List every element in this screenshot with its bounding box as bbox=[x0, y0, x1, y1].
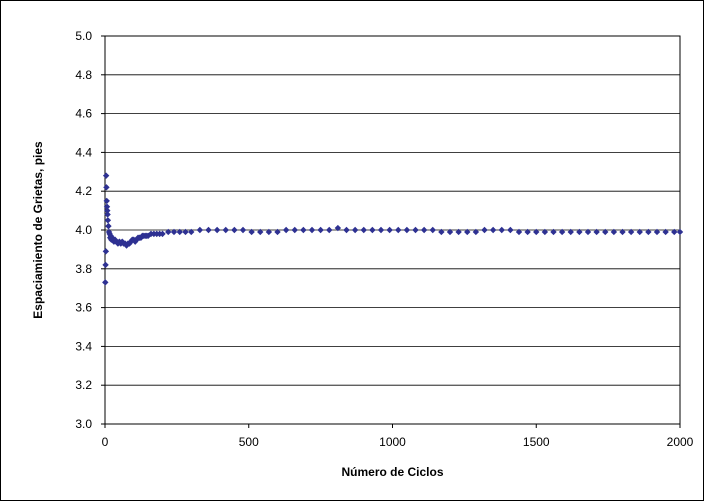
data-point bbox=[662, 228, 669, 236]
data-point bbox=[102, 261, 109, 269]
data-point bbox=[248, 228, 255, 236]
data-point bbox=[438, 228, 445, 236]
data-point bbox=[576, 228, 583, 236]
data-point bbox=[239, 226, 247, 234]
data-point bbox=[222, 226, 229, 234]
y-tick-label: 3.0 bbox=[75, 417, 92, 431]
y-tick-label: 4.2 bbox=[75, 184, 92, 198]
data-point bbox=[334, 224, 342, 232]
data-point bbox=[403, 226, 411, 234]
data-point bbox=[308, 226, 316, 234]
data-point bbox=[343, 226, 350, 234]
data-point bbox=[104, 207, 111, 214]
data-point bbox=[489, 226, 497, 234]
data-point bbox=[102, 279, 109, 286]
y-tick-label: 4.8 bbox=[75, 68, 92, 82]
y-tick-label: 4.4 bbox=[75, 145, 92, 159]
data-point bbox=[584, 228, 592, 236]
data-point bbox=[645, 228, 652, 236]
data-point bbox=[351, 226, 359, 234]
data-point bbox=[602, 228, 609, 236]
data-point bbox=[144, 232, 152, 240]
data-point bbox=[159, 230, 166, 238]
data-point bbox=[558, 228, 566, 236]
data-point bbox=[188, 228, 195, 236]
data-point bbox=[213, 226, 221, 234]
x-tick-label: 0 bbox=[102, 435, 109, 449]
data-point bbox=[231, 226, 238, 234]
data-point bbox=[619, 228, 626, 236]
data-point bbox=[196, 226, 204, 234]
y-tick-label: 3.6 bbox=[75, 301, 92, 315]
data-point bbox=[265, 228, 273, 236]
data-point bbox=[182, 228, 189, 236]
data-point bbox=[533, 228, 540, 236]
data-point bbox=[610, 228, 618, 236]
data-point bbox=[205, 226, 212, 234]
x-tick-label: 2000 bbox=[667, 435, 694, 449]
data-point bbox=[317, 226, 324, 234]
y-tick-label: 3.4 bbox=[75, 339, 92, 353]
y-tick-label: 3.2 bbox=[75, 378, 92, 392]
data-point bbox=[291, 226, 298, 234]
y-axis-ticks: 3.0 3.2 3.4 3.6 3.8 4.0 4.2 4.4 4.6 4.8 5.0 bbox=[75, 29, 105, 431]
data-point bbox=[420, 226, 428, 234]
data-point bbox=[274, 228, 281, 236]
y-tick-label: 4.0 bbox=[75, 223, 92, 237]
data-point bbox=[377, 226, 385, 234]
data-point bbox=[104, 211, 111, 218]
data-point bbox=[170, 228, 178, 236]
x-axis-ticks: 0 500 1000 1500 2000 bbox=[102, 424, 694, 449]
data-point bbox=[104, 217, 112, 224]
data-point bbox=[395, 226, 402, 234]
data-point bbox=[326, 226, 333, 234]
data-point bbox=[105, 222, 112, 230]
data-point bbox=[481, 226, 488, 234]
data-point bbox=[103, 203, 111, 210]
data-point bbox=[524, 228, 531, 236]
x-axis-title: Número de Ciclos bbox=[341, 465, 443, 479]
data-point bbox=[498, 226, 505, 234]
data-point bbox=[412, 226, 419, 234]
data-point bbox=[541, 228, 549, 236]
data-points bbox=[102, 172, 684, 286]
data-point bbox=[455, 228, 462, 236]
x-tick-label: 1000 bbox=[379, 435, 406, 449]
data-point bbox=[636, 228, 643, 236]
data-point bbox=[103, 197, 110, 205]
y-tick-label: 5.0 bbox=[75, 29, 92, 43]
data-point bbox=[386, 226, 393, 234]
x-tick-label: 500 bbox=[239, 435, 259, 449]
data-point bbox=[464, 228, 471, 236]
data-point bbox=[446, 228, 454, 236]
data-point bbox=[176, 228, 183, 236]
data-point bbox=[102, 248, 110, 255]
data-point bbox=[515, 228, 523, 236]
data-point bbox=[165, 228, 172, 236]
data-point bbox=[550, 228, 557, 236]
data-point bbox=[627, 228, 635, 236]
data-point bbox=[472, 228, 480, 236]
y-axis-title: Espaciamiento de Grietas, pies bbox=[31, 141, 45, 319]
data-point bbox=[102, 172, 110, 179]
data-point bbox=[676, 228, 684, 236]
data-point bbox=[671, 228, 678, 236]
data-point bbox=[653, 228, 661, 236]
data-point bbox=[300, 226, 307, 234]
y-tick-label: 3.8 bbox=[75, 262, 92, 276]
data-point bbox=[103, 184, 110, 191]
data-point bbox=[507, 226, 514, 234]
data-point bbox=[429, 226, 436, 234]
data-point bbox=[360, 226, 367, 234]
data-point bbox=[593, 228, 600, 236]
y-tick-label: 4.6 bbox=[75, 107, 92, 121]
data-point bbox=[567, 228, 574, 236]
data-point bbox=[282, 226, 290, 234]
data-point bbox=[257, 228, 264, 236]
data-point bbox=[369, 226, 376, 234]
x-tick-label: 1500 bbox=[523, 435, 550, 449]
